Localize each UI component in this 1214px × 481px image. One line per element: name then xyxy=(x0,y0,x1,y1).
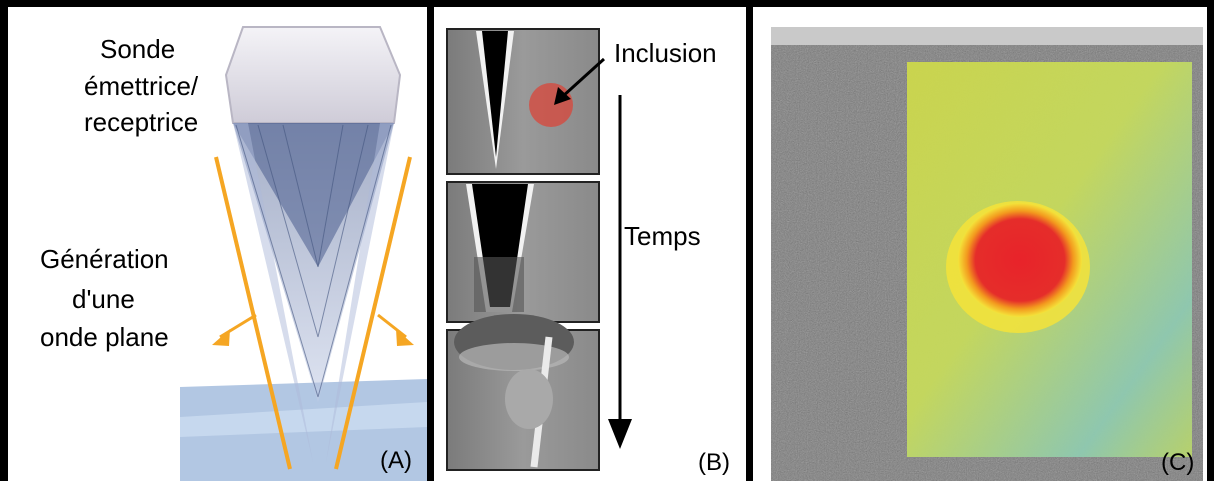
probe-diagram xyxy=(180,26,427,481)
time-series-frames xyxy=(446,28,632,471)
probe-label-line-3: receptrice xyxy=(84,107,199,137)
wavefront-left xyxy=(214,156,292,470)
wavefront-right xyxy=(334,156,412,470)
time-label: Temps xyxy=(624,221,701,251)
stiff-inclusion xyxy=(958,203,1082,317)
divider-b-c xyxy=(746,0,753,481)
inclusion-arrow-icon xyxy=(554,87,571,105)
wave-label-line-2: d'une xyxy=(72,284,135,314)
wave-label-line-1: Génération xyxy=(40,244,169,274)
panel-a-tag: (A) xyxy=(380,447,412,474)
probe-label-line-1: Sonde xyxy=(100,34,176,64)
probe-body xyxy=(224,26,402,124)
inclusion-marker xyxy=(529,83,573,127)
panel-a: Sonde émettrice/ receptrice Génération d… xyxy=(8,7,427,481)
divider-a-b xyxy=(427,0,434,481)
elastography-image xyxy=(771,27,1203,481)
panel-b: Inclusion Temps (B) xyxy=(434,7,746,481)
inclusion-label: Inclusion xyxy=(614,38,717,68)
panel-c: (C) xyxy=(753,7,1207,481)
arrow-left-icon xyxy=(212,329,230,346)
arrow-right-icon xyxy=(396,329,414,346)
frame-1 xyxy=(446,28,600,175)
panel-c-tag: (C) xyxy=(1161,449,1195,476)
panel-b-tag: (B) xyxy=(698,449,730,476)
probe-label-line-2: émettrice/ xyxy=(84,71,199,101)
wave-label-line-3: onde plane xyxy=(40,322,169,352)
time-arrow-icon xyxy=(608,419,632,449)
